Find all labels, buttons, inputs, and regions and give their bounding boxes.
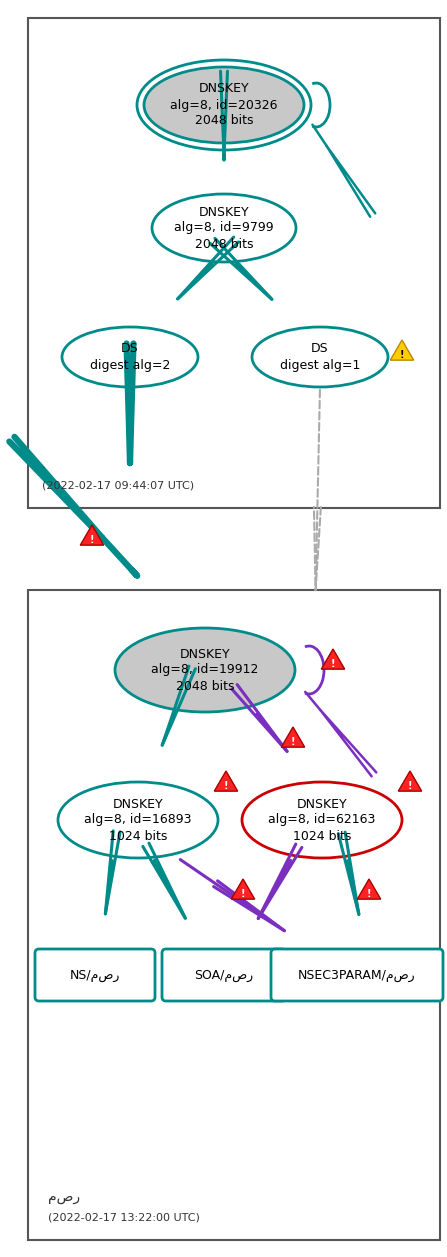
Polygon shape: [321, 649, 345, 669]
FancyBboxPatch shape: [271, 949, 443, 1001]
FancyBboxPatch shape: [35, 949, 155, 1001]
Text: مصر: مصر: [48, 1190, 80, 1204]
Polygon shape: [281, 727, 305, 747]
Bar: [28, 18, 440, 508]
FancyBboxPatch shape: [162, 949, 286, 1001]
Text: (2022-02-17 13:22:00 UTC): (2022-02-17 13:22:00 UTC): [48, 1212, 200, 1222]
Text: !: !: [400, 349, 404, 360]
Bar: [28, 590, 440, 1239]
Text: DNSKEY
alg=8, id=9799
2048 bits: DNSKEY alg=8, id=9799 2048 bits: [174, 205, 274, 250]
Ellipse shape: [115, 628, 295, 711]
Polygon shape: [398, 771, 422, 791]
Text: DS
digest alg=1: DS digest alg=1: [280, 342, 360, 372]
Text: SOA/مصر: SOA/مصر: [194, 968, 253, 982]
Ellipse shape: [144, 67, 304, 143]
Ellipse shape: [152, 194, 296, 261]
Text: NS/مصر: NS/مصر: [70, 968, 120, 982]
Polygon shape: [357, 879, 381, 899]
Text: !: !: [241, 889, 245, 899]
Text: !: !: [291, 737, 295, 747]
Text: DNSKEY
alg=8, id=20326
2048 bits: DNSKEY alg=8, id=20326 2048 bits: [170, 83, 278, 127]
Ellipse shape: [58, 782, 218, 859]
Text: !: !: [224, 781, 228, 791]
Polygon shape: [80, 525, 104, 546]
Text: DS
digest alg=2: DS digest alg=2: [90, 342, 170, 372]
Text: DNSKEY
alg=8, id=62163
1024 bits: DNSKEY alg=8, id=62163 1024 bits: [268, 797, 375, 842]
Ellipse shape: [242, 782, 402, 859]
Polygon shape: [390, 339, 414, 361]
Text: DNSKEY
alg=8, id=19912
2048 bits: DNSKEY alg=8, id=19912 2048 bits: [152, 647, 259, 693]
Text: !: !: [408, 781, 412, 791]
Text: .: .: [42, 460, 46, 470]
Text: NSEC3PARAM/مصر: NSEC3PARAM/مصر: [298, 968, 416, 982]
Text: DNSKEY
alg=8, id=16893
1024 bits: DNSKEY alg=8, id=16893 1024 bits: [84, 797, 192, 842]
Polygon shape: [231, 879, 255, 899]
Ellipse shape: [62, 327, 198, 387]
Text: !: !: [367, 889, 371, 899]
Ellipse shape: [252, 327, 388, 387]
Polygon shape: [214, 771, 238, 791]
Text: !: !: [331, 659, 335, 669]
Text: (2022-02-17 09:44:07 UTC): (2022-02-17 09:44:07 UTC): [42, 480, 194, 490]
Text: !: !: [90, 535, 94, 546]
